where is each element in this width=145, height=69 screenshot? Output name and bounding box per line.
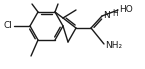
Text: N: N [103, 10, 110, 20]
Text: HO: HO [119, 4, 133, 14]
Text: Cl: Cl [3, 22, 12, 30]
Text: NH₂: NH₂ [105, 41, 122, 49]
Text: H: H [112, 10, 118, 18]
